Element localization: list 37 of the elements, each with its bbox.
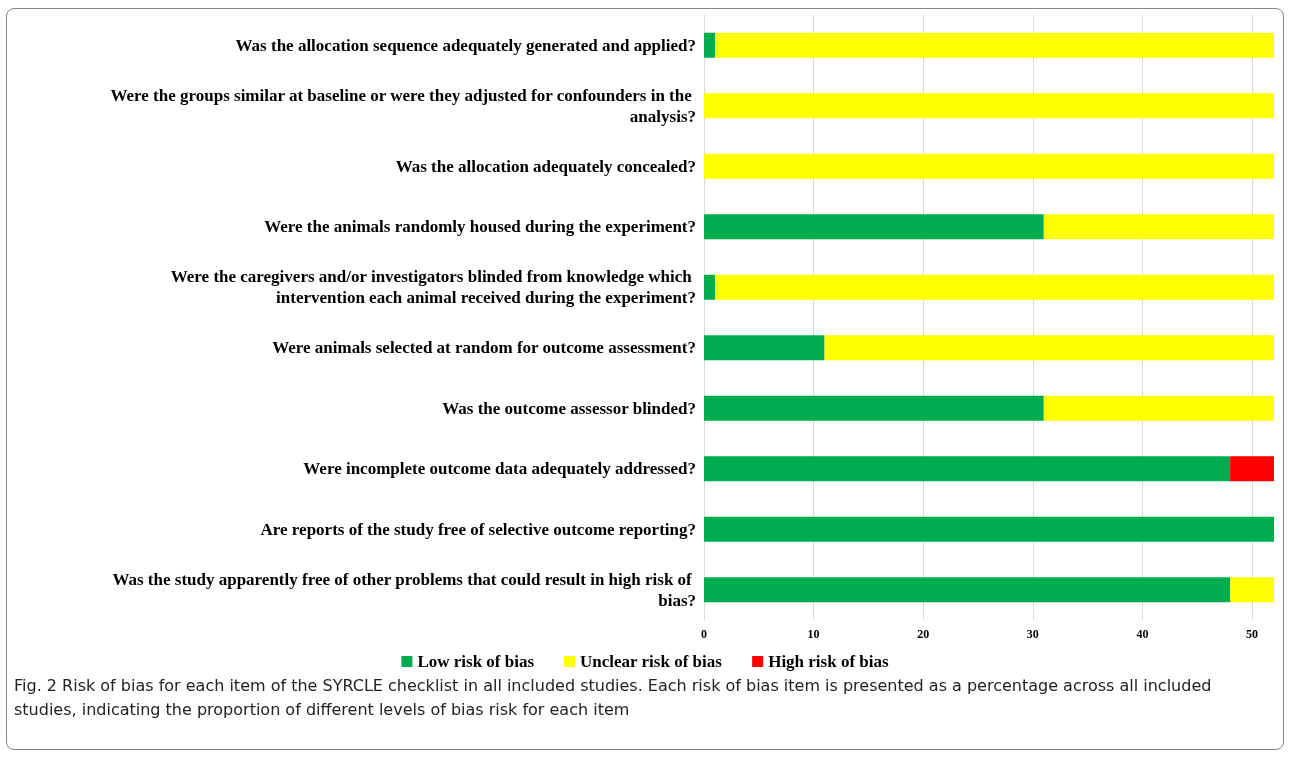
y-tick-label: Are reports of the study free of selective outcome reporting? xyxy=(260,519,696,539)
caption: Fig. 2 Risk of bias for each item of the SYRCLE checklist in all included studies. Each risk of bias item is presented as a percentage across all included studies, indicating the proportion of different levels of bias risk for each item xyxy=(14,675,1213,721)
bar xyxy=(824,335,1274,361)
x-tick-label: 40 xyxy=(1136,627,1149,641)
y-tick-label: Were incomplete outcome data adequately addressed? xyxy=(303,459,696,479)
bar xyxy=(704,93,1274,119)
bar xyxy=(704,153,1274,179)
y-tick-label: Were the groups similar at baseline or were they adjusted for confounders in the analysis? xyxy=(110,85,696,126)
y-tick-label: Were the animals randomly housed during the experiment? xyxy=(264,217,696,237)
x-tick-label: 50 xyxy=(1246,627,1259,641)
bar xyxy=(1043,214,1274,240)
y-tick-label: Was the study apparently free of other problems that could result in high risk of bias? xyxy=(112,569,696,610)
x-tick-label: 0 xyxy=(701,627,707,641)
bar xyxy=(714,32,1274,58)
legend-label: High risk of bias xyxy=(768,652,889,671)
bar xyxy=(704,577,1231,603)
legend-label: Low risk of bias xyxy=(417,652,535,671)
bar xyxy=(1043,395,1274,421)
bar xyxy=(704,395,1044,421)
bar xyxy=(704,456,1231,482)
x-tick-label: 20 xyxy=(917,627,930,641)
bar xyxy=(704,516,1274,542)
y-tick-label: Was the outcome assessor blinded? xyxy=(442,398,696,418)
bar xyxy=(1230,456,1274,482)
y-tick-label: Was the allocation adequately concealed? xyxy=(395,156,696,176)
x-tick-label: 10 xyxy=(807,627,820,641)
bar xyxy=(704,32,715,58)
legend-label: Unclear risk of bias xyxy=(580,652,723,671)
y-tick-label: Were the caregivers and/or investigators blinded from knowledge which intervention each animal received during the experiment? xyxy=(170,267,696,308)
bar xyxy=(704,335,825,361)
bar xyxy=(714,274,1274,300)
bar xyxy=(704,214,1044,240)
bar xyxy=(1230,577,1274,603)
y-tick-label: Was the allocation sequence adequately generated and applied? xyxy=(235,35,696,55)
x-tick-label: 30 xyxy=(1026,627,1039,641)
bar xyxy=(704,274,715,300)
y-tick-label: Were animals selected at random for outcome assessment? xyxy=(272,338,696,358)
